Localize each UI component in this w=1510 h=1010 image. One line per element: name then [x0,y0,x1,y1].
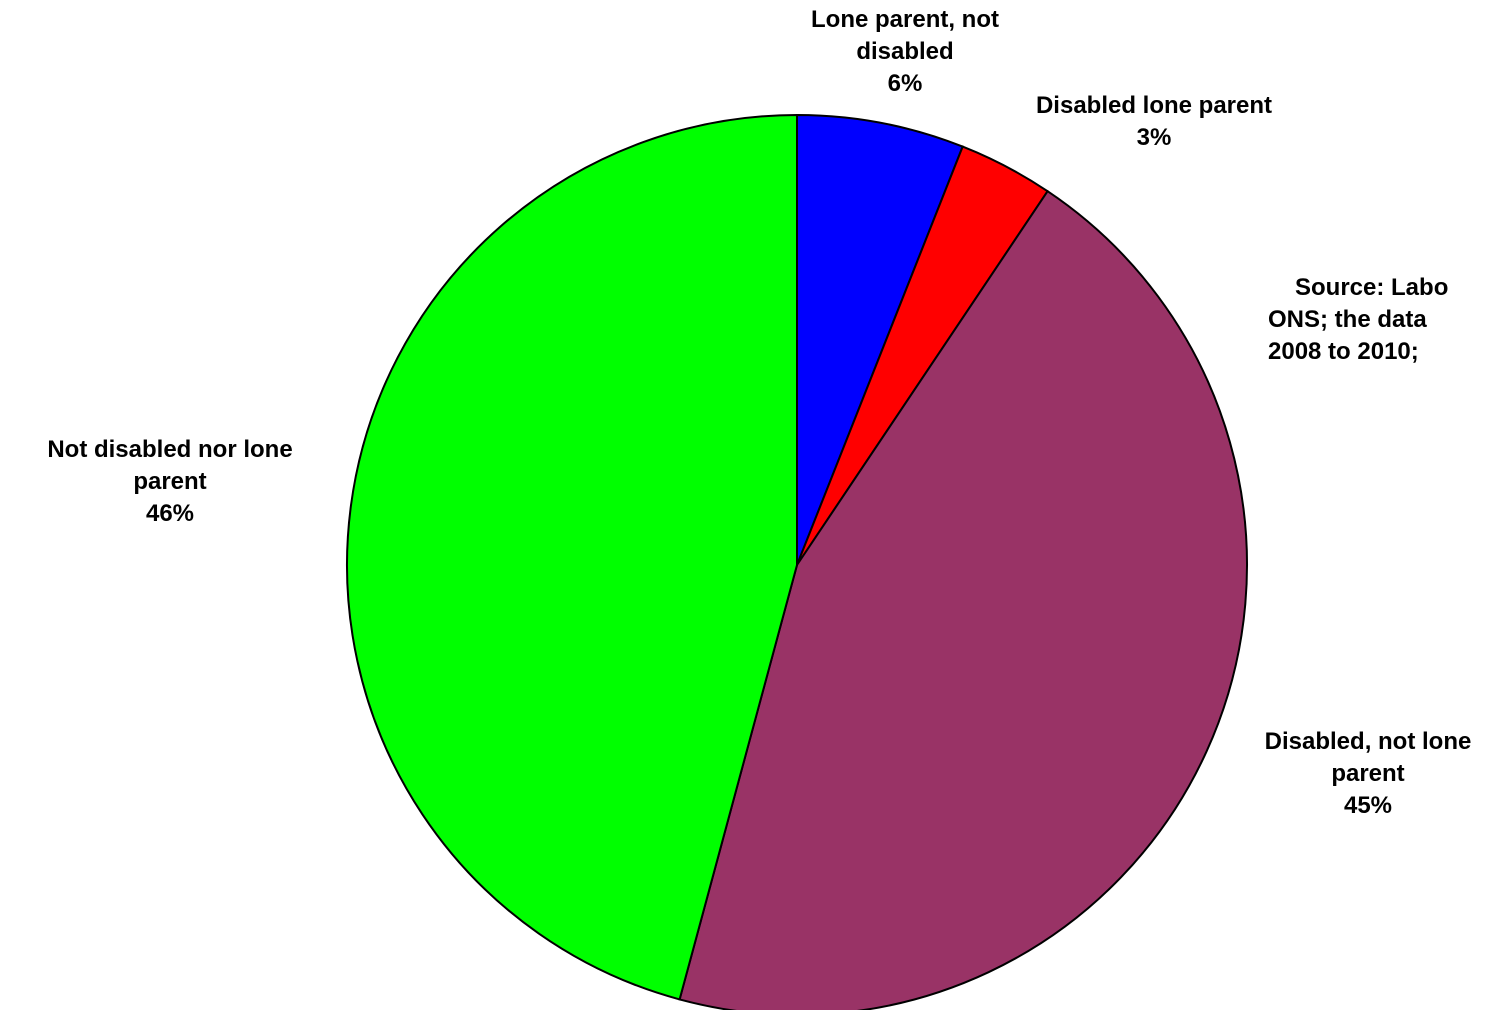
slice-label-line: Not disabled nor lone [47,436,293,463]
slice-percent: 6% [887,70,923,97]
slice-label-line: parent [133,468,207,495]
slice-label-line: Disabled lone parent [1035,92,1273,119]
slice-label-lone-parent-not-disabled: Lone parent, not disabled 6% [778,4,1032,100]
slice-label-line: disabled [856,38,954,65]
slice-label-disabled-lone-parent: Disabled lone parent 3% [995,90,1313,154]
source-note: Source: Labo ONS; the data 2008 to 2010; [1268,272,1510,368]
slice-lone-parent-not-disabled [796,113,964,566]
slice-label-line: parent [1331,760,1405,787]
slice-percent: 46% [145,500,195,527]
slice-percent: 3% [1136,124,1172,151]
slice-label-line: Lone parent, not [811,6,999,33]
source-note-line: ONS; the data [1268,306,1427,333]
source-note-line: 2008 to 2010; [1268,338,1419,365]
slice-label-disabled-not-lone-parent: Disabled, not lone parent 45% [1218,726,1510,822]
source-note-line: Source: Labo [1295,274,1449,301]
slice-label-not-disabled-nor-lone-parent: Not disabled nor lone parent 46% [5,434,335,530]
slice-not-disabled-nor-lone-parent [346,113,798,1001]
slice-label-line: Disabled, not lone [1264,728,1472,755]
slice-percent: 45% [1343,792,1393,819]
